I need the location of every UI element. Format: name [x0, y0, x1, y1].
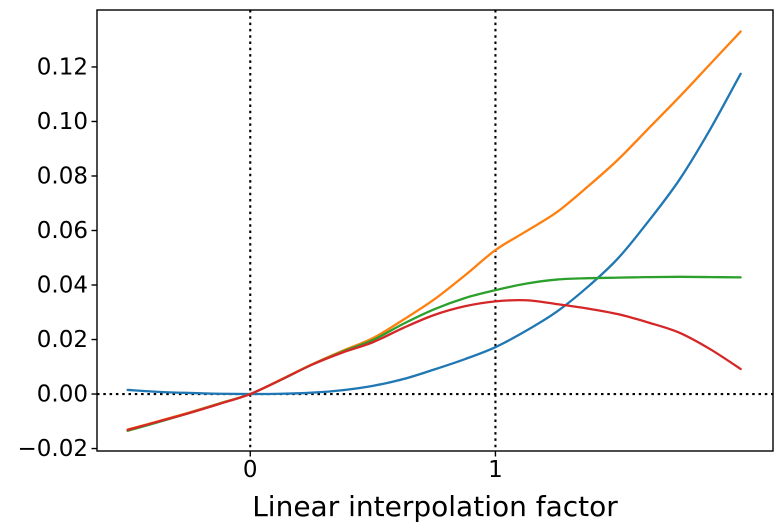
y-tick-label: 0.10 [37, 109, 88, 135]
y-tick-label: 0.02 [37, 327, 88, 353]
y-tick-label: 0.08 [37, 164, 88, 190]
y-tick-label: −0.02 [18, 436, 88, 462]
curve-blue [126, 72, 742, 396]
x-tick-label: 0 [243, 457, 258, 483]
y-tick-label: 0.12 [37, 55, 88, 81]
y-tick-label: 0.04 [37, 273, 88, 299]
y-tick-label: 0.00 [37, 382, 88, 408]
y-tick-label: 0.06 [37, 218, 88, 244]
x-axis-label: Linear interpolation factor [252, 490, 618, 523]
curve-red [126, 298, 742, 432]
x-tick-label: 1 [488, 457, 503, 483]
